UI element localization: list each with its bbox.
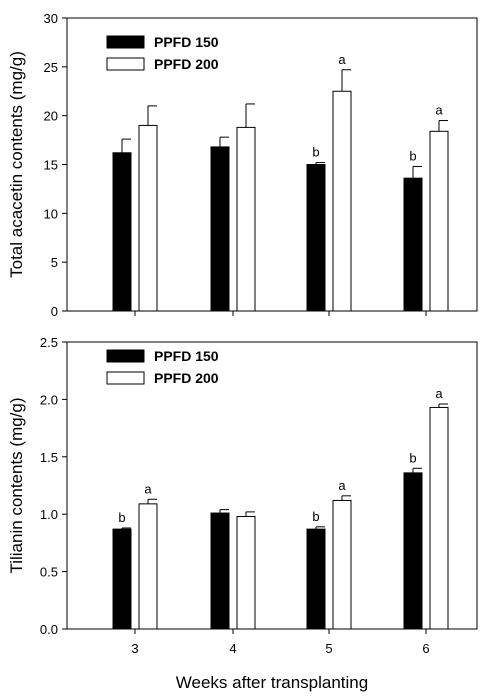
y-tick-label: 25 [44,60,58,75]
y-axis-title: Total acacetin contents (mg/g) [7,51,26,278]
bar-ppfd200 [429,130,449,312]
legend-swatch-ppfd200 [106,57,145,71]
plot-frame-2 [66,341,478,630]
y-tick-label: 10 [44,206,58,221]
bar-ppfd150 [210,512,230,630]
significance-label: a [144,481,152,496]
legend-swatch-ppfd150 [106,349,145,363]
bar-ppfd150 [306,164,326,312]
bar-ppfd200 [138,124,158,312]
x-tick-label: 4 [229,641,236,656]
y-axis-title: Tilianin contents (mg/g) [7,397,26,573]
y-tick-label: 1.5 [40,450,58,465]
significance-label: a [435,103,443,118]
bar-ppfd200 [429,406,449,630]
legend-label: PPFD 150 [154,34,219,50]
significance-label: b [312,509,319,524]
x-tick-label: 6 [422,641,429,656]
x-axis-title: Weeks after transplanting [176,673,368,692]
bar-ppfd150 [112,152,132,312]
y-tick-label: 5 [51,255,58,270]
y-tick-label: 0 [51,304,58,319]
y-tick-label: 0.0 [40,622,58,637]
significance-label: b [409,148,416,163]
legend-swatch-ppfd150 [106,35,145,49]
bar-ppfd150 [112,528,132,630]
y-tick-label: 15 [44,158,58,173]
legend-swatch-ppfd200 [106,371,145,385]
legend-label: PPFD 150 [154,348,219,364]
bar-ppfd200 [138,503,158,630]
y-tick-label: 2.0 [40,392,58,407]
y-tick-label: 1.0 [40,507,58,522]
y-tick-label: 0.5 [40,565,58,580]
legend-label: PPFD 200 [154,56,219,72]
bar-ppfd150 [403,472,423,630]
bar-ppfd150 [306,528,326,630]
significance-label: a [338,52,346,67]
bar-ppfd200 [236,126,256,312]
significance-label: b [118,510,125,525]
y-tick-label: 30 [44,11,58,26]
significance-label: a [435,386,443,401]
significance-label: b [312,145,319,160]
y-tick-label: 20 [44,109,58,124]
x-tick-label: 3 [131,641,138,656]
bar-ppfd150 [403,177,423,312]
legend-label: PPFD 200 [154,370,219,386]
bar-ppfd200 [332,499,352,630]
x-tick-label: 5 [325,641,332,656]
bar-ppfd150 [210,146,230,312]
significance-label: a [338,478,346,493]
bar-ppfd200 [332,90,352,312]
y-tick-label: 2.5 [40,335,58,350]
bar-ppfd200 [236,515,256,630]
significance-label: b [409,450,416,465]
